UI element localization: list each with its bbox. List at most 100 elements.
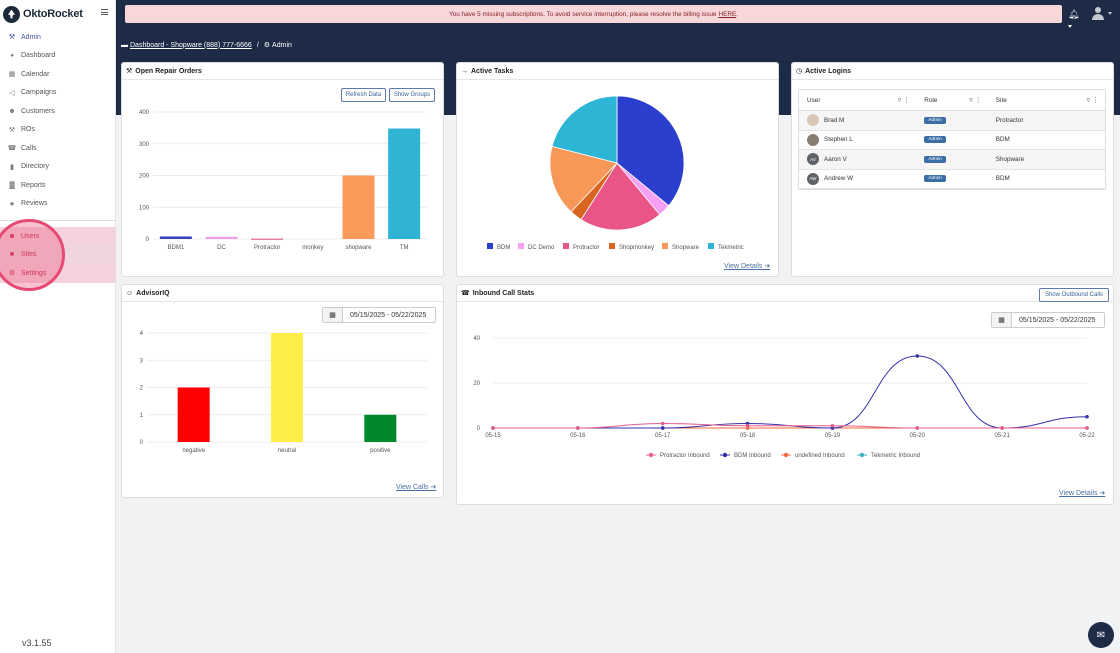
data-point: [1000, 426, 1004, 430]
show-outbound-calls-button[interactable]: Show Outbound Calls: [1039, 288, 1109, 302]
series-line: [493, 355, 1088, 429]
bar: [342, 175, 375, 239]
role-badge: Admin: [924, 116, 946, 124]
user-name: Brad M: [824, 116, 845, 124]
x-tick-label: 05-20: [910, 433, 926, 439]
view-calls-link[interactable]: View Calls ➔: [396, 483, 436, 491]
card-title: AdvisorIQ: [136, 289, 170, 297]
active-logins-table: User ▿ ⋮ Role ▿ ⋮ Site ▿ ⋮ Brad M Admin Pro…: [798, 89, 1106, 190]
x-tick-label: 05-18: [740, 433, 756, 439]
chevron-down-icon[interactable]: [1108, 12, 1112, 15]
data-point: [660, 421, 665, 426]
show-groups-button[interactable]: Show Groups: [389, 88, 435, 102]
breadcrumb-separator: /: [256, 41, 259, 49]
table-row[interactable]: AV Aaron V Admin Shopware: [799, 150, 1105, 170]
sidebar-item-dashboard[interactable]: ◕ Dashboard: [0, 47, 116, 66]
sidebar-item-customers[interactable]: ☻ Customers: [0, 102, 116, 121]
data-point: [915, 426, 920, 430]
user-menu-icon[interactable]: [1092, 7, 1106, 20]
active-tasks-pie-chart: BDM DC Demo Protractor Shopmonkey Shopware Te…: [487, 95, 744, 251]
advisoriq-date-range[interactable]: ▦ 05/15/2025 - 05/22/2025: [322, 307, 436, 323]
legend-label: Shopware: [672, 245, 700, 251]
sidebar-item-label: Calls: [21, 144, 37, 152]
inbound-view-details-link[interactable]: View Details ➔: [1059, 489, 1105, 497]
sidebar: OktoRocket ⚒ Admin ◕ Dashboard ▦ Calendar ◁…: [0, 0, 116, 653]
link-label: View Details: [1059, 490, 1098, 497]
billing-alert: You have 5 missing subscriptions. To avo…: [125, 5, 1062, 23]
car-icon: ▬: [121, 41, 128, 49]
y-tick-label: 1: [140, 413, 144, 419]
bar: [364, 414, 397, 442]
alert-link[interactable]: HERE: [718, 10, 737, 18]
alert-suffix: .: [736, 10, 739, 18]
legend-label: Tekmetric Inbound: [871, 453, 920, 459]
y-tick-label: 0: [477, 426, 481, 432]
column-header-role[interactable]: Role ▿ ⋮: [916, 90, 988, 110]
card-title: Inbound Call Stats: [472, 289, 535, 297]
filter-icon[interactable]: ▿ ⋮: [1086, 97, 1099, 104]
legend-marker: [859, 452, 865, 458]
inbound-date-range[interactable]: ▦ 05/15/2025 - 05/22/2025: [991, 312, 1105, 328]
legend-swatch: [518, 243, 524, 249]
column-header-site[interactable]: Site ▿ ⋮: [988, 90, 1105, 110]
sidebar-item-label: Campaigns: [21, 89, 57, 97]
sidebar-item-label: Admin: [21, 33, 41, 41]
legend-swatch: [708, 243, 714, 249]
sidebar-item-label: Users: [21, 232, 40, 240]
filter-icon[interactable]: ▿ ⋮: [897, 97, 911, 104]
data-point: [830, 423, 835, 428]
table-row[interactable]: Brad M Admin Protractor: [799, 111, 1105, 131]
refresh-data-button[interactable]: Refresh Data: [341, 88, 386, 102]
table-row[interactable]: Stephen L Admin BDM: [799, 131, 1105, 150]
logo[interactable]: OktoRocket: [3, 4, 83, 24]
chat-icon[interactable]: ✉: [1088, 622, 1114, 648]
table-row[interactable]: AW Andrew W Admin BDM: [799, 170, 1105, 189]
notification-bell-icon[interactable]: 🔔︎: [1068, 9, 1079, 28]
active-logins-card: ◷ Active Logins: [791, 62, 1114, 277]
data-point: [576, 426, 580, 430]
active-tasks-view-details-link[interactable]: View Details ➔: [724, 262, 770, 270]
sidebar-item-reports[interactable]: ▓ Reports: [0, 176, 116, 195]
sidebar-item-label: Reports: [21, 181, 46, 189]
sidebar-item-calendar[interactable]: ▦ Calendar: [0, 65, 116, 84]
sidebar-item-reviews[interactable]: ★ Reviews: [0, 195, 116, 214]
gear-icon: ⚙: [8, 270, 16, 278]
x-tick-label: 05-22: [1079, 433, 1095, 439]
sidebar-item-calls[interactable]: ☎ Calls: [0, 139, 116, 158]
calendar-icon: ▦: [992, 313, 1012, 327]
inbound-calls-line-chart: 0 20 40 05-15 05-16 05-17 05-18 05-19 05-20 05-21…: [473, 336, 1095, 459]
filter-icon[interactable]: ▿ ⋮: [969, 97, 982, 104]
y-tick-label: 100: [139, 205, 150, 211]
breadcrumb-link[interactable]: Dashboard - Shopware (888) 777-6666: [130, 41, 252, 49]
site-name: Shopware: [995, 155, 1025, 163]
sidebar-item-users[interactable]: ☻ Users: [0, 227, 116, 246]
hamburger-menu-icon[interactable]: [101, 9, 108, 15]
sidebar-item-directory[interactable]: ▮ Directory: [0, 158, 116, 177]
avatar: AV: [807, 153, 819, 166]
calendar-icon: ▦: [8, 71, 16, 79]
sidebar-item-label: Reviews: [21, 200, 48, 208]
sidebar-item-admin[interactable]: ⚒ Admin: [0, 28, 116, 47]
legend-label: Shopmonkey: [619, 245, 654, 251]
x-tick-label: BDM1: [167, 245, 184, 251]
sidebar-item-label: Directory: [21, 163, 50, 171]
column-header-user[interactable]: User ▿ ⋮: [799, 90, 916, 110]
sidebar-item-ros[interactable]: ⚒ ROs: [0, 121, 116, 140]
arrow-circle-right-icon: ➔: [430, 484, 437, 491]
clock-icon: ◷: [796, 68, 803, 75]
sidebar-item-settings[interactable]: ⚙ Settings: [0, 264, 116, 283]
column-label: Role: [924, 96, 938, 104]
chevron-down-icon: [1068, 25, 1072, 28]
x-tick-label: 05-19: [825, 433, 841, 439]
sidebar-item-campaigns[interactable]: ◁ Campaigns: [0, 84, 116, 103]
bar: [205, 236, 238, 239]
legend-label: DC Demo: [528, 245, 555, 251]
site-name: Protractor: [995, 116, 1024, 124]
y-tick-label: 400: [139, 110, 150, 116]
date-range-value: 05/15/2025 - 05/22/2025: [350, 311, 427, 319]
sidebar-item-sites[interactable]: ■ Sites: [0, 245, 116, 264]
book-icon: ▮: [10, 163, 14, 171]
data-point: [660, 426, 665, 430]
bar: [388, 128, 421, 239]
x-tick-label: negative: [182, 448, 205, 454]
